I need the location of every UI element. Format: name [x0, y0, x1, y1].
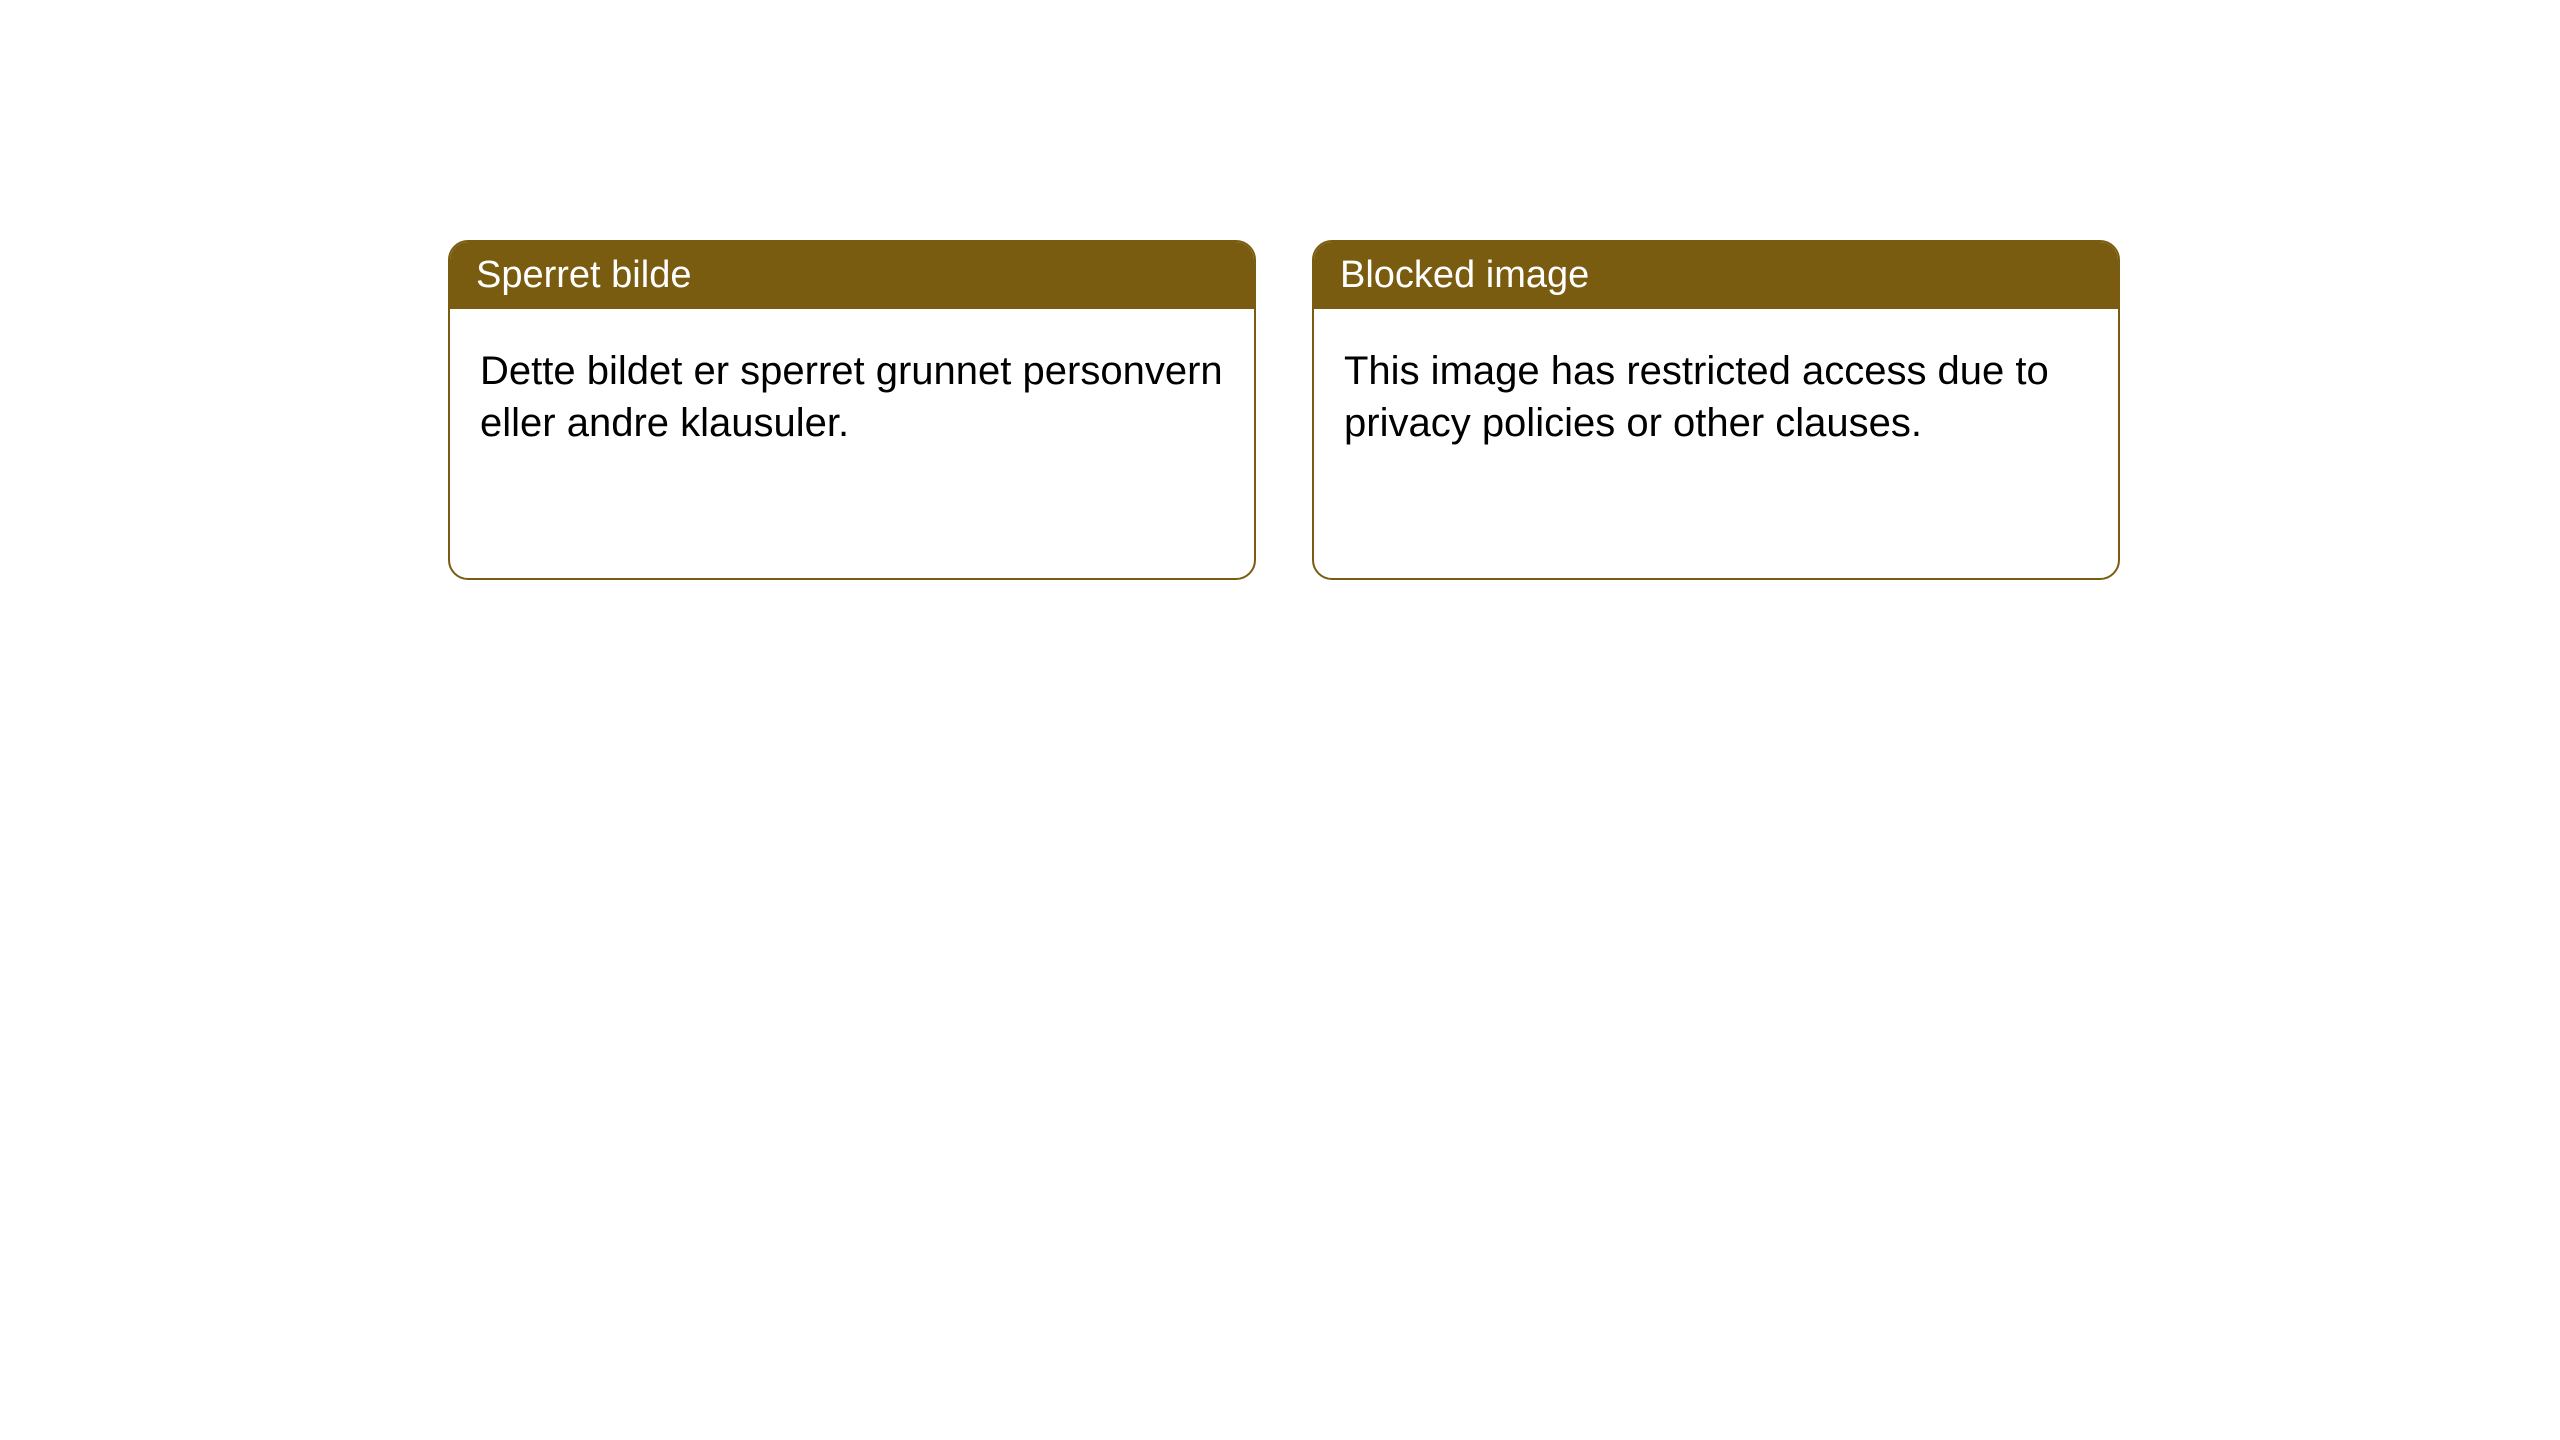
card-body: This image has restricted access due to … — [1314, 309, 2118, 485]
blocked-image-card-en: Blocked image This image has restricted … — [1312, 240, 2120, 580]
card-header: Sperret bilde — [450, 242, 1254, 309]
card-body-text: This image has restricted access due to … — [1344, 349, 2049, 445]
cards-container: Sperret bilde Dette bildet er sperret gr… — [0, 0, 2560, 580]
blocked-image-card-no: Sperret bilde Dette bildet er sperret gr… — [448, 240, 1256, 580]
card-title: Sperret bilde — [476, 254, 691, 296]
card-header: Blocked image — [1314, 242, 2118, 309]
card-body-text: Dette bildet er sperret grunnet personve… — [480, 349, 1223, 445]
card-title: Blocked image — [1340, 254, 1589, 296]
card-body: Dette bildet er sperret grunnet personve… — [450, 309, 1254, 485]
